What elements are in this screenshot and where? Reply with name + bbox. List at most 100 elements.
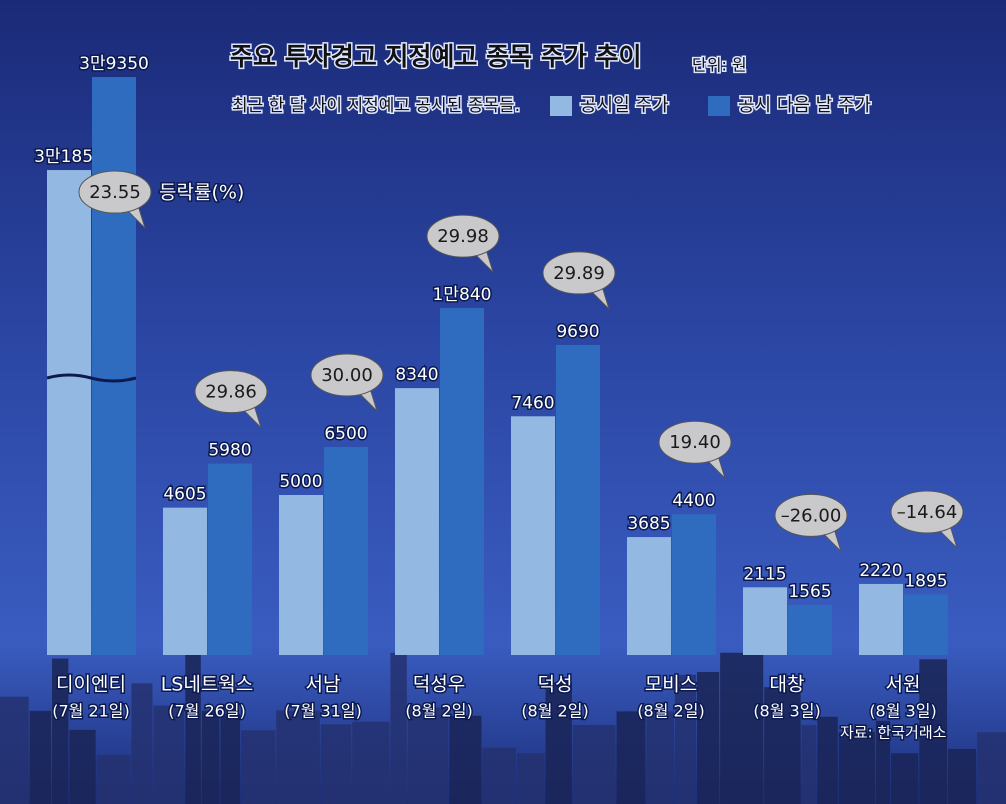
chart-title: 주요 투자경고 지정예고 종목 주가 추이: [230, 42, 642, 71]
x-tick-label: 서원: [886, 674, 921, 696]
x-tick-label: 디이엔티: [56, 674, 126, 696]
bar: [511, 416, 555, 655]
value-label: 4400: [672, 491, 715, 511]
building: [153, 705, 185, 804]
change-bubble: 30.00: [310, 353, 384, 412]
building: [720, 652, 764, 804]
change-bubble: 19.40: [658, 420, 732, 479]
building: [838, 731, 875, 804]
skyline: [0, 651, 1006, 804]
legend-label: 공시일 주가: [580, 95, 669, 116]
change-bubble: 29.98: [426, 214, 500, 273]
subtitle: 최근 한 달 사이 지정예고 공시된 종목들.: [232, 96, 520, 116]
building: [352, 721, 390, 804]
building: [572, 725, 616, 804]
x-tick-label: 서남: [306, 674, 341, 696]
building: [390, 652, 407, 804]
bubble-label: 29.86: [205, 382, 257, 403]
bubble: [890, 490, 964, 534]
value-label: 5980: [208, 441, 251, 461]
x-tick-label: 모비스: [645, 674, 697, 696]
value-label: 2220: [859, 561, 902, 581]
x-tick-sublabel: (7월 21일): [52, 702, 130, 721]
bubble-label: 29.98: [437, 226, 489, 247]
building: [891, 753, 919, 804]
legend-swatch: [708, 96, 730, 116]
value-label: 1만840: [433, 285, 492, 305]
building: [320, 724, 352, 804]
legend-swatch: [550, 96, 572, 116]
value-label: 3685: [627, 514, 670, 534]
bar: [627, 537, 671, 655]
x-tick-sublabel: (7월 26일): [168, 702, 246, 721]
bubble-label: –26.00: [781, 505, 842, 526]
building: [948, 748, 977, 804]
value-label: 8340: [395, 365, 438, 385]
building: [517, 753, 545, 804]
legend-label: 공시 다음 날 주가: [738, 95, 871, 116]
bar: [904, 594, 948, 655]
bubble: [78, 170, 152, 214]
building: [674, 674, 697, 804]
value-label: 3만1850: [34, 147, 104, 167]
value-label: 4605: [163, 485, 206, 505]
x-tick-sublabel: (8월 3일): [753, 702, 820, 721]
bar: [324, 447, 368, 655]
change-bubble: –26.00: [774, 493, 848, 552]
bubble: [194, 370, 268, 414]
bubble-label: 29.89: [553, 263, 605, 284]
building: [96, 754, 131, 804]
bubble-label: –14.64: [897, 502, 958, 523]
x-tick-sublabel: (8월 2일): [521, 702, 588, 721]
building: [449, 715, 482, 804]
building: [220, 713, 241, 804]
building: [817, 716, 838, 804]
building: [764, 687, 801, 804]
change-bubble: 29.89: [542, 251, 616, 310]
value-label: 7460: [511, 393, 554, 413]
building: [482, 747, 517, 804]
value-label: 9690: [556, 322, 599, 342]
bar: [672, 514, 716, 655]
building: [919, 659, 948, 804]
building: [69, 729, 96, 804]
x-tick-sublabel: (8월 3일): [869, 702, 936, 721]
bar: [279, 495, 323, 655]
value-label: 6500: [324, 424, 367, 444]
bubble: [658, 420, 732, 464]
bubble: [542, 251, 616, 295]
building: [276, 710, 320, 804]
value-label: 2115: [743, 564, 786, 584]
bubble: [774, 493, 848, 537]
unit: 단위: 원: [692, 56, 747, 75]
bar: [440, 308, 484, 655]
bar: [395, 388, 439, 655]
change-bubble: –14.64: [890, 490, 964, 549]
building: [801, 725, 817, 804]
x-tick-sublabel: (8월 2일): [405, 702, 472, 721]
building: [545, 682, 572, 804]
change-bubble: 29.86: [194, 370, 268, 428]
bar: [788, 604, 832, 655]
building: [646, 711, 674, 804]
building: [241, 730, 276, 804]
building: [29, 710, 52, 804]
building: [407, 707, 449, 804]
bar: [556, 344, 600, 655]
bar: [92, 77, 136, 655]
x-tick-label: 대창: [770, 674, 805, 696]
bubble-legend: 등락률(%): [159, 182, 244, 204]
building: [131, 683, 153, 804]
building: [977, 732, 1006, 804]
bubble-label: 30.00: [321, 365, 373, 386]
building: [52, 658, 69, 804]
source: 자료: 한국거래소: [840, 724, 947, 742]
change-bubble: 23.55: [78, 170, 152, 229]
building: [0, 696, 29, 804]
building: [185, 651, 201, 804]
value-label: 3만9350: [79, 54, 149, 74]
bar: [859, 583, 903, 655]
bubble-label: 23.55: [89, 182, 141, 203]
